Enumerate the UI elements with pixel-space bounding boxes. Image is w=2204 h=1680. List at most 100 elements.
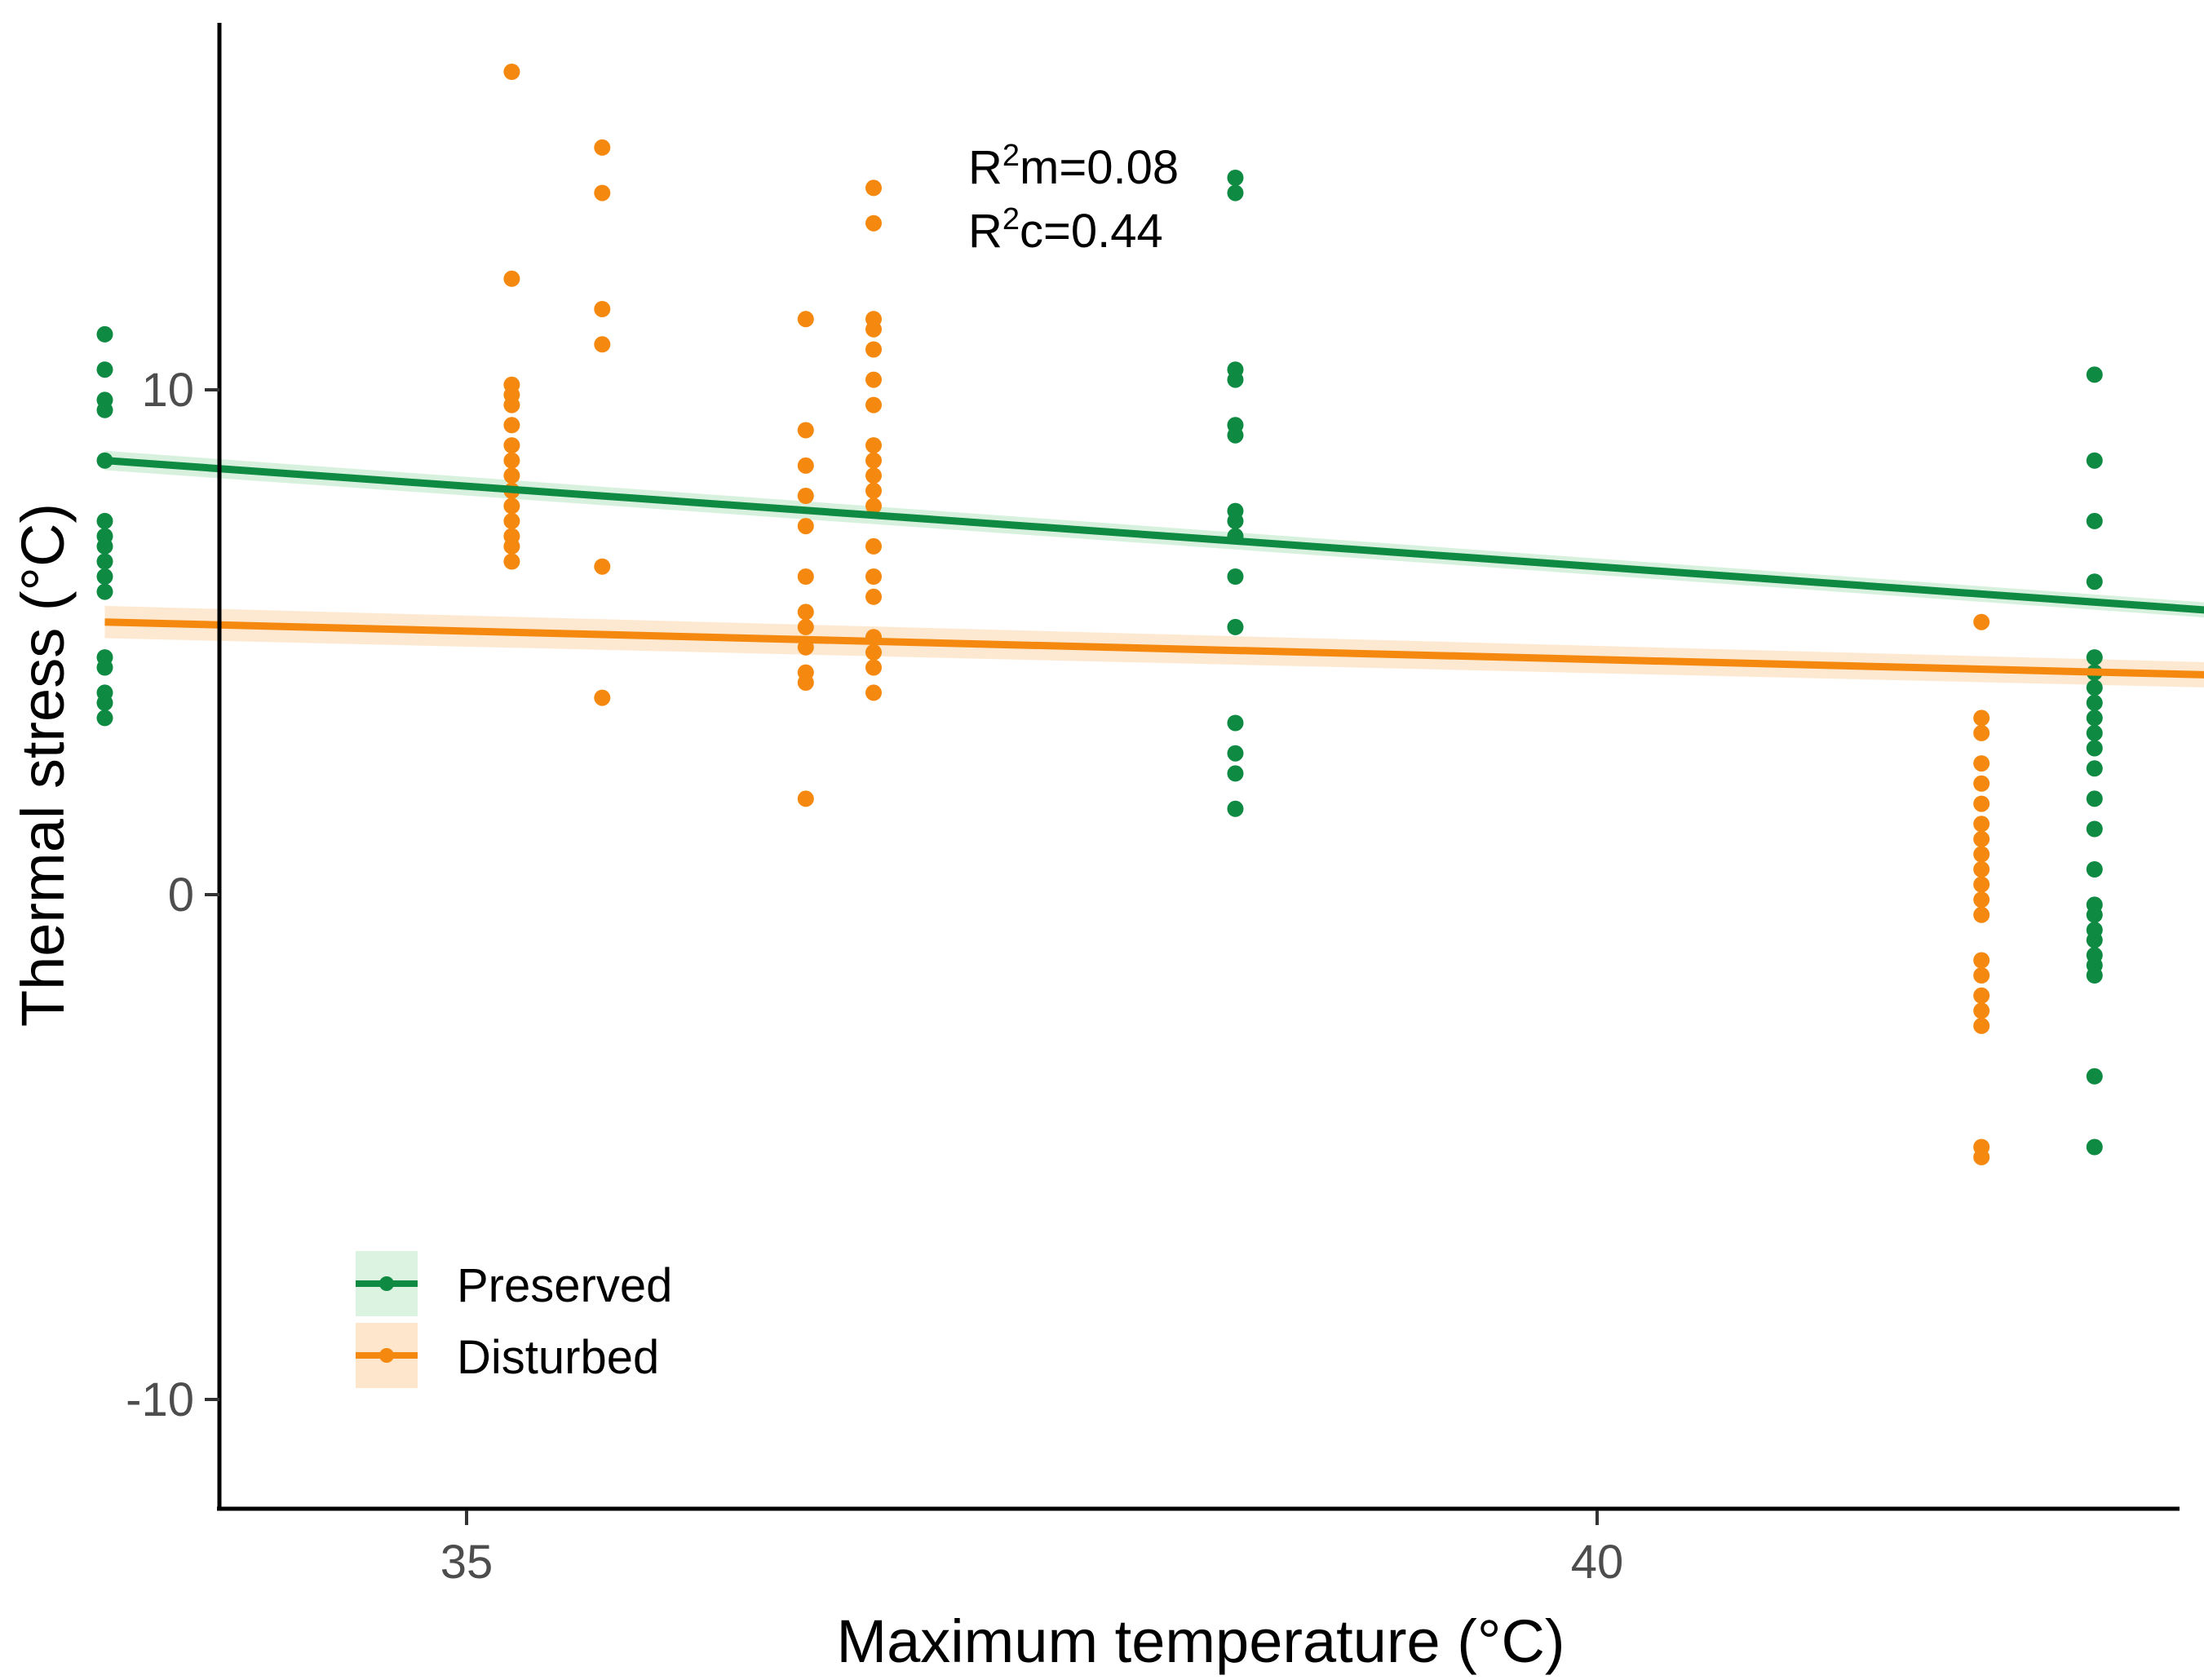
point-disturbed — [797, 488, 814, 504]
point-disturbed — [1973, 861, 1990, 878]
y-tick-label: 0 — [168, 869, 194, 922]
point-disturbed — [1973, 891, 1990, 909]
x-axis-title: Maximum temperature (°C) — [836, 1607, 1564, 1675]
point-disturbed — [503, 417, 520, 434]
legend-label-preserved: Preserved — [457, 1259, 672, 1312]
point-disturbed — [797, 518, 814, 535]
point-disturbed — [503, 512, 520, 529]
point-disturbed — [503, 537, 520, 555]
point-preserved — [2086, 967, 2103, 984]
point-preserved — [96, 694, 113, 711]
point-preserved — [2086, 790, 2103, 807]
legend-key-preserved-dot — [379, 1276, 394, 1291]
point-preserved — [2086, 820, 2103, 838]
point-disturbed — [865, 341, 882, 358]
point-disturbed — [797, 457, 814, 474]
point-disturbed — [797, 422, 814, 439]
point-disturbed — [503, 64, 520, 80]
point-preserved — [1227, 618, 1244, 635]
point-preserved — [96, 659, 113, 676]
point-disturbed — [865, 371, 882, 388]
y-tick-label: 10 — [141, 364, 194, 417]
point-disturbed — [503, 270, 520, 287]
fit-line-preserved — [104, 457, 2204, 614]
point-disturbed — [1973, 710, 1990, 727]
point-preserved — [96, 710, 113, 727]
point-disturbed — [865, 437, 882, 454]
r2c-label: R2c=0.44 — [968, 202, 1163, 258]
point-preserved — [96, 361, 113, 378]
point-preserved — [2086, 724, 2103, 741]
point-preserved — [1227, 714, 1244, 732]
point-disturbed — [865, 684, 882, 701]
point-preserved — [1227, 512, 1244, 529]
point-disturbed — [1973, 876, 1990, 893]
point-disturbed — [865, 568, 882, 585]
point-disturbed — [865, 482, 882, 499]
point-preserved — [2086, 512, 2103, 529]
fit-lines — [104, 457, 2204, 679]
point-disturbed — [1973, 967, 1990, 984]
point-disturbed — [797, 790, 814, 807]
point-preserved — [1227, 184, 1244, 201]
legend-label-disturbed: Disturbed — [457, 1331, 659, 1384]
point-preserved — [2086, 710, 2103, 727]
point-preserved — [2086, 694, 2103, 711]
r2m-rest: m=0.08 — [1020, 141, 1179, 194]
point-preserved — [1227, 800, 1244, 817]
point-disturbed — [503, 467, 520, 484]
y-axis-ticks: -10 0 10 — [126, 364, 219, 1426]
point-preserved — [96, 325, 113, 343]
point-disturbed — [594, 301, 611, 317]
point-preserved — [2086, 573, 2103, 590]
point-disturbed — [594, 139, 611, 156]
point-disturbed — [865, 643, 882, 661]
point-disturbed — [865, 467, 882, 484]
point-disturbed — [865, 659, 882, 676]
point-disturbed — [797, 311, 814, 328]
point-disturbed — [797, 618, 814, 635]
point-preserved — [2086, 366, 2103, 383]
point-preserved — [2086, 452, 2103, 469]
r2c-sup: 2 — [1002, 202, 1020, 237]
point-preserved — [96, 553, 113, 570]
point-disturbed — [865, 179, 882, 197]
point-disturbed — [503, 437, 520, 454]
point-disturbed — [865, 588, 882, 605]
point-disturbed — [1973, 987, 1990, 1004]
data-points — [96, 64, 2103, 1165]
point-preserved — [2086, 1138, 2103, 1156]
point-disturbed — [1973, 846, 1990, 863]
point-disturbed — [1973, 755, 1990, 772]
point-disturbed — [1973, 816, 1990, 833]
point-disturbed — [594, 336, 611, 353]
point-disturbed — [1973, 1017, 1990, 1034]
r2m-base: R — [968, 141, 1002, 194]
point-disturbed — [594, 558, 611, 575]
y-axis-title: Thermal stress (°C) — [9, 503, 77, 1027]
point-disturbed — [865, 452, 882, 469]
point-preserved — [96, 568, 113, 585]
point-preserved — [2086, 861, 2103, 878]
point-disturbed — [594, 184, 611, 201]
point-disturbed — [1973, 830, 1990, 847]
x-tick-label: 40 — [1571, 1536, 1624, 1589]
point-disturbed — [503, 497, 520, 515]
point-preserved — [1227, 765, 1244, 782]
point-preserved — [96, 537, 113, 555]
point-preserved — [2086, 760, 2103, 777]
point-preserved — [96, 401, 113, 418]
point-disturbed — [865, 214, 882, 232]
legend: Preserved Disturbed — [356, 1251, 672, 1388]
point-preserved — [2086, 1068, 2103, 1085]
point-preserved — [2086, 649, 2103, 666]
point-disturbed — [797, 603, 814, 621]
r2m-sup: 2 — [1002, 139, 1020, 173]
r2-annotation: R2m=0.08 R2c=0.44 — [968, 139, 1179, 258]
point-preserved — [96, 512, 113, 529]
point-disturbed — [1973, 1002, 1990, 1019]
point-preserved — [96, 583, 113, 600]
fit-line-disturbed — [104, 618, 2204, 679]
x-axis-ticks: 35404550 — [440, 1510, 1624, 1589]
point-disturbed — [503, 452, 520, 469]
